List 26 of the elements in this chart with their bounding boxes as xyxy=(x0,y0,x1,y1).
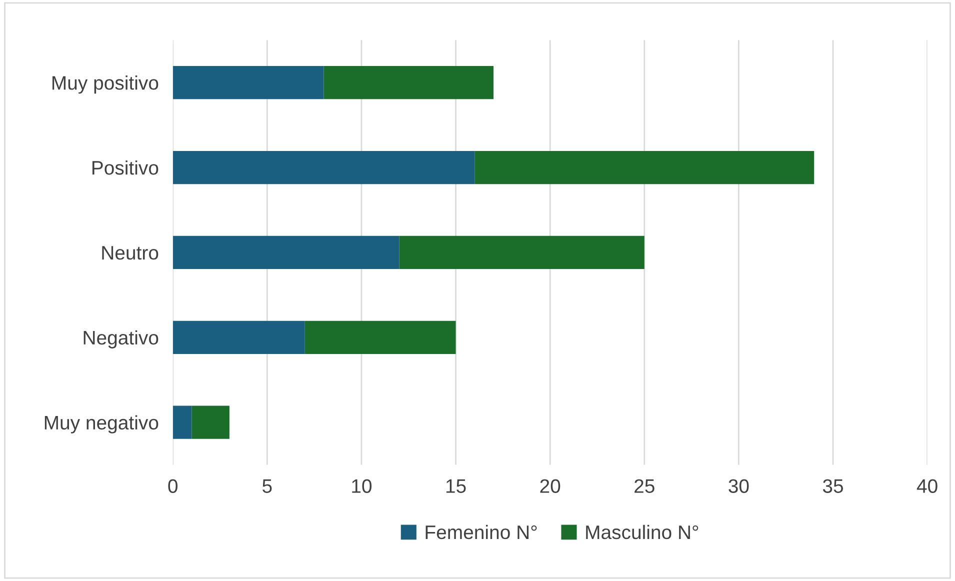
x-tick-label: 35 xyxy=(822,479,843,493)
y-tick-label: Neutro xyxy=(102,246,158,260)
y-tick-label: Positivo xyxy=(92,160,158,175)
y-tick-label: Muy negativo xyxy=(44,415,158,434)
x-tick-label: 5 xyxy=(262,479,272,493)
x-tick-label: 0 xyxy=(168,479,178,493)
legend-label: Masculino N° xyxy=(586,524,698,540)
bar xyxy=(192,406,230,439)
y-tick-label: Negativo xyxy=(84,330,158,348)
legend-label: Femenino N° xyxy=(426,524,537,540)
bar xyxy=(172,150,475,184)
x-tick-label: 15 xyxy=(446,479,466,493)
x-tick-label: 40 xyxy=(916,479,938,493)
x-tick-label: 20 xyxy=(540,479,560,493)
x-tick-label: 30 xyxy=(728,479,749,493)
bar xyxy=(172,236,400,270)
y-tick-label: Muy positivo xyxy=(52,76,158,94)
x-tick-label: 10 xyxy=(352,479,372,493)
bar xyxy=(399,236,644,270)
bar xyxy=(324,66,494,100)
x-tick-label: 25 xyxy=(634,479,654,493)
bar xyxy=(172,66,324,100)
bar xyxy=(474,150,814,184)
bar xyxy=(304,320,456,354)
bar xyxy=(172,406,192,439)
bar xyxy=(172,320,305,354)
